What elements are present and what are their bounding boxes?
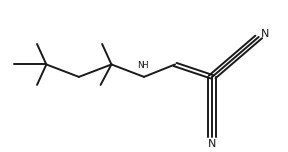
Text: N: N <box>208 139 216 149</box>
Text: N: N <box>261 29 270 39</box>
Text: H: H <box>141 61 148 70</box>
Text: N: N <box>138 61 144 70</box>
